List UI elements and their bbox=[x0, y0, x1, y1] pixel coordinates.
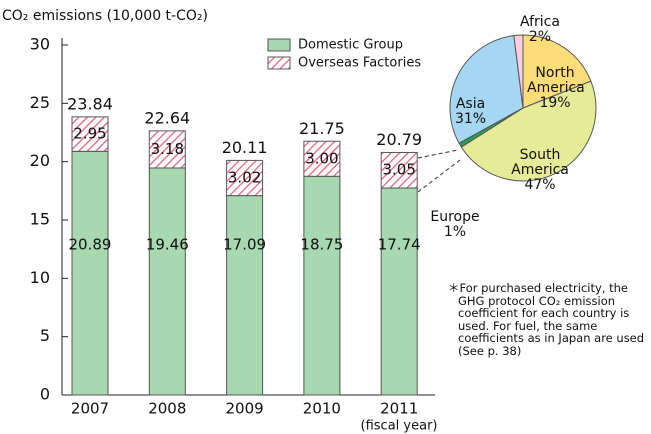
bar-segment bbox=[380, 151, 418, 189]
y-tick-label: 0 bbox=[40, 385, 50, 404]
value-label: 20.89 bbox=[69, 236, 112, 254]
connector bbox=[417, 159, 461, 193]
pie-label: South America 47% bbox=[490, 148, 590, 193]
y-tick-label: 10 bbox=[30, 268, 50, 287]
value-label: 17.09 bbox=[223, 236, 266, 254]
connector bbox=[417, 149, 459, 159]
pie-value: 2% bbox=[528, 29, 552, 45]
bar-segment bbox=[380, 187, 418, 396]
value-label: 2.95 bbox=[73, 125, 106, 143]
pie-label: Asia 31% bbox=[438, 97, 503, 127]
legend-swatch bbox=[267, 56, 291, 70]
total-label: 20.11 bbox=[222, 138, 268, 157]
note: ＊For purchased electricity, the GHG prot… bbox=[448, 281, 645, 358]
pie-slice bbox=[513, 34, 524, 109]
total-label: 20.79 bbox=[376, 130, 422, 149]
x-axis-label: (fiscal year) bbox=[361, 419, 438, 434]
bar-segment bbox=[303, 175, 341, 396]
x-tick-label: 2009 bbox=[226, 400, 264, 418]
value-label: 18.75 bbox=[300, 236, 343, 254]
bar-segment bbox=[148, 167, 186, 396]
y-axis-label: CO₂ emissions (10,000 t-CO₂) bbox=[2, 8, 208, 24]
pie-category: North America bbox=[527, 65, 585, 96]
value-label: 3.18 bbox=[151, 140, 184, 158]
pie-value: 47% bbox=[524, 177, 556, 193]
bar-segment bbox=[71, 150, 109, 396]
y-tick-label: 20 bbox=[30, 151, 50, 170]
x-tick-label: 2007 bbox=[71, 400, 109, 418]
y-tick-label: 15 bbox=[30, 210, 50, 229]
pie-category: Asia bbox=[455, 96, 486, 112]
pie-slice bbox=[522, 34, 592, 109]
value-label: 3.00 bbox=[305, 149, 338, 167]
x-tick-label: 2008 bbox=[148, 400, 186, 418]
total-label: 21.75 bbox=[299, 119, 345, 138]
bar-segment bbox=[148, 130, 186, 169]
legend-label: Domestic Group bbox=[298, 38, 403, 53]
pie-label: Africa 2% bbox=[515, 15, 565, 45]
legend-swatch bbox=[267, 38, 291, 52]
value-label: 19.46 bbox=[146, 236, 189, 254]
y-tick-label: 5 bbox=[40, 326, 50, 345]
bar-segment bbox=[226, 195, 264, 396]
y-tick-label: 30 bbox=[30, 35, 50, 54]
total-label: 22.64 bbox=[144, 108, 190, 127]
x-tick-label: 2010 bbox=[303, 400, 341, 418]
pie-slice bbox=[460, 80, 597, 182]
pie-category: Europe bbox=[430, 209, 480, 225]
bar-segment bbox=[71, 116, 109, 152]
total-label: 23.84 bbox=[67, 94, 113, 113]
value-label: 17.74 bbox=[378, 236, 421, 254]
bar-segment bbox=[226, 159, 264, 197]
pie-category: Africa bbox=[520, 14, 560, 30]
pie-value: 19% bbox=[539, 95, 571, 111]
x-tick-label: 2011 bbox=[380, 400, 418, 418]
value-label: 3.02 bbox=[228, 169, 261, 187]
pie-category: South America bbox=[511, 147, 569, 178]
y-tick-label: 25 bbox=[30, 93, 50, 112]
value-label: 3.05 bbox=[382, 161, 415, 179]
pie-label: North America 19% bbox=[515, 66, 595, 111]
pie-value: 1% bbox=[443, 224, 467, 240]
pie-value: 31% bbox=[454, 111, 487, 127]
legend-label: Overseas Factories bbox=[298, 56, 421, 71]
bar-segment bbox=[303, 140, 341, 177]
pie-slice bbox=[449, 35, 524, 144]
pie-label: Europe 1% bbox=[425, 210, 485, 240]
